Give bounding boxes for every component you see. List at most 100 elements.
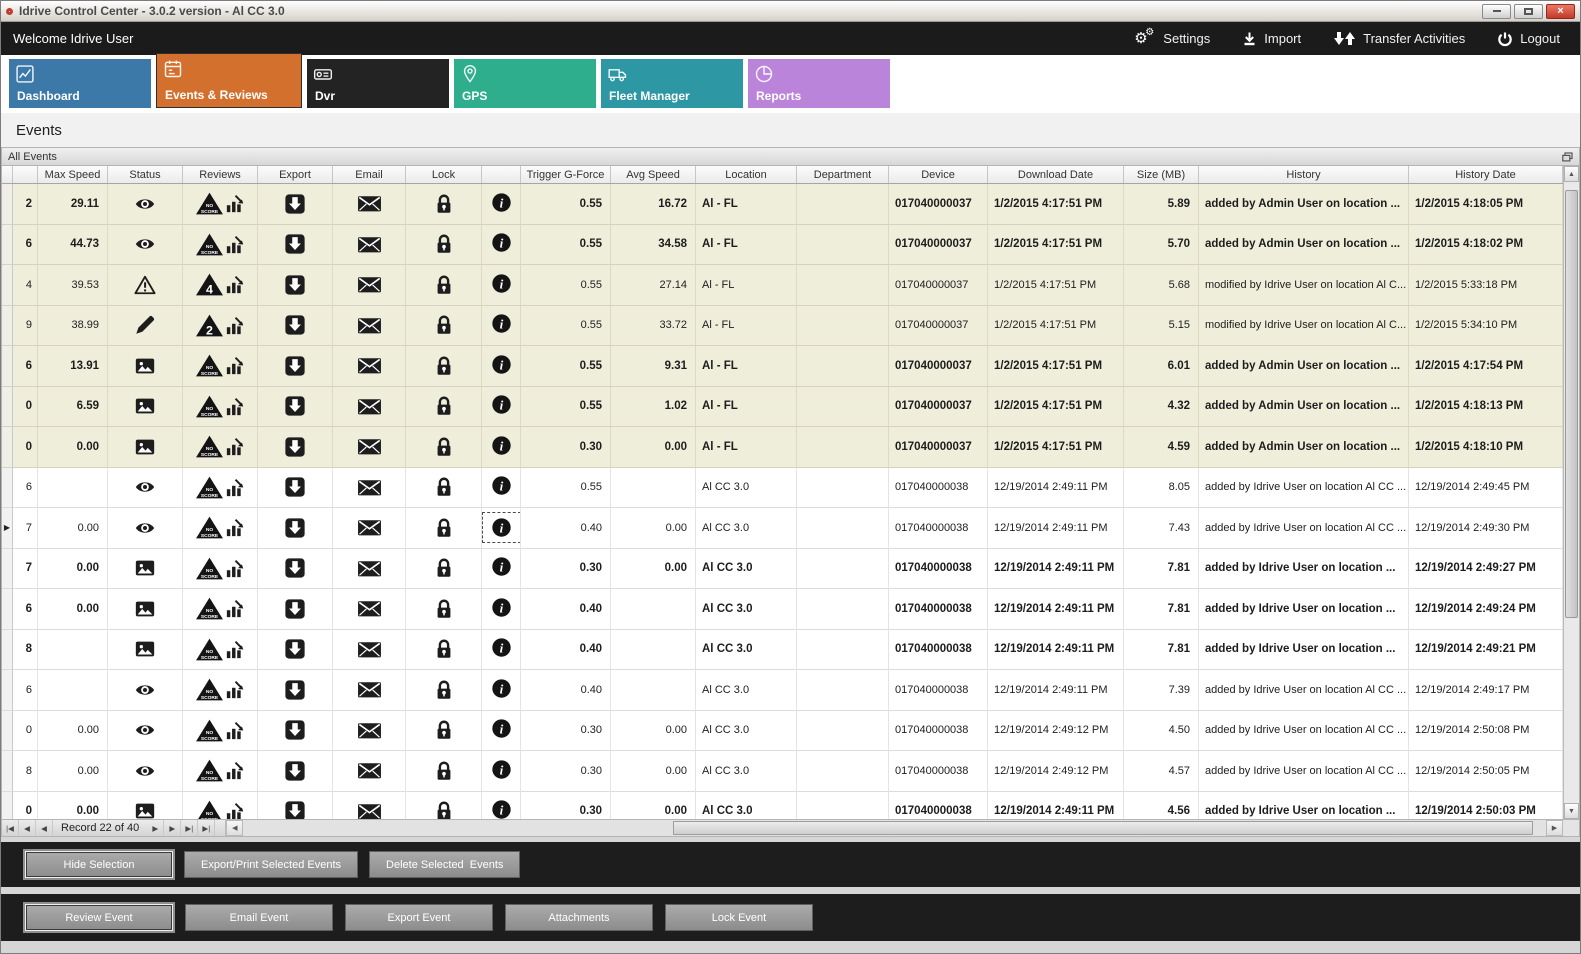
logout-button[interactable]: Logout bbox=[1497, 31, 1560, 47]
vertical-scroll-track[interactable] bbox=[1564, 182, 1579, 803]
column-header-email[interactable]: Email bbox=[333, 166, 406, 183]
vertical-scroll-thumb[interactable] bbox=[1565, 190, 1578, 618]
column-header-edge[interactable] bbox=[13, 166, 38, 183]
email-icon[interactable] bbox=[357, 394, 382, 419]
scroll-up-icon[interactable]: ▲ bbox=[1564, 166, 1579, 182]
email-icon[interactable] bbox=[357, 758, 382, 783]
nav-right-3-button[interactable]: ▶| bbox=[198, 820, 216, 836]
export-icon[interactable] bbox=[284, 274, 306, 296]
table-row[interactable]: 2 29.11 NO SCORE 0.55 16.72 Al - FL 01704000003… bbox=[2, 184, 1564, 225]
email-icon[interactable] bbox=[357, 556, 382, 581]
table-row[interactable]: 8 0.00 NO SCORE 0.30 0.00 Al CC 3.0 01704000003… bbox=[2, 751, 1564, 792]
info-icon[interactable] bbox=[491, 678, 512, 699]
export-event-button[interactable]: Export Event bbox=[345, 904, 493, 931]
lock-icon[interactable] bbox=[433, 557, 455, 579]
lock-icon[interactable] bbox=[433, 395, 455, 417]
email-icon[interactable] bbox=[357, 718, 382, 743]
info-icon[interactable] bbox=[491, 232, 512, 253]
review-event-button[interactable]: Review Event bbox=[25, 904, 173, 931]
column-header-department[interactable]: Department bbox=[797, 166, 889, 183]
info-icon[interactable] bbox=[491, 517, 512, 538]
tab-dashboard[interactable]: Dashboard bbox=[9, 59, 151, 108]
email-icon[interactable] bbox=[357, 637, 382, 662]
column-header-size[interactable]: Size (MB) bbox=[1124, 166, 1199, 183]
export-icon[interactable] bbox=[284, 233, 306, 255]
lock-icon[interactable] bbox=[433, 517, 455, 539]
tab-events-reviews[interactable]: Events & Reviews bbox=[156, 53, 302, 108]
info-icon[interactable] bbox=[491, 313, 512, 334]
export-icon[interactable] bbox=[284, 800, 306, 819]
email-icon[interactable] bbox=[357, 799, 382, 819]
table-row[interactable]: 8 NO SCORE 0.40 Al CC 3.0 017040000038 12/19/2… bbox=[2, 629, 1564, 670]
restore-panel-icon[interactable] bbox=[1562, 151, 1573, 162]
lock-icon[interactable] bbox=[433, 598, 455, 620]
tab-dvr[interactable]: Dvr bbox=[307, 59, 449, 108]
nav-right-2-button[interactable]: ▶| bbox=[181, 820, 199, 836]
table-row[interactable]: 7 0.00 NO SCORE 0.30 0.00 Al CC 3.0 01704000003… bbox=[2, 548, 1564, 589]
email-icon[interactable] bbox=[357, 515, 382, 540]
export-icon[interactable] bbox=[284, 557, 306, 579]
lock-icon[interactable] bbox=[433, 800, 455, 819]
table-row[interactable]: 0 6.59 NO SCORE 0.55 1.02 Al - FL 017040000037 1… bbox=[2, 386, 1564, 427]
table-row[interactable]: ▶ 7 0.00 NO SCORE 0.40 0.00 Al CC 3.0 0170400000… bbox=[2, 508, 1564, 549]
column-header-trigger[interactable]: Trigger G-Force bbox=[521, 166, 611, 183]
info-icon[interactable] bbox=[491, 597, 512, 618]
maximize-button[interactable] bbox=[1514, 3, 1543, 19]
export-icon[interactable] bbox=[284, 314, 306, 336]
email-icon[interactable] bbox=[357, 475, 382, 500]
export-icon[interactable] bbox=[284, 719, 306, 741]
info-icon[interactable] bbox=[491, 192, 512, 213]
info-icon[interactable] bbox=[491, 354, 512, 375]
lock-icon[interactable] bbox=[433, 476, 455, 498]
table-row[interactable]: 6 44.73 NO SCORE 0.55 34.58 Al - FL 01704000003… bbox=[2, 224, 1564, 265]
info-icon[interactable] bbox=[491, 273, 512, 294]
table-row[interactable]: 9 38.99 2 0.55 33.72 Al - FL 017040000037 1/2/2… bbox=[2, 305, 1564, 346]
delete-selected-events-button[interactable]: Delete Selected Events bbox=[369, 851, 521, 878]
lock-icon[interactable] bbox=[433, 193, 455, 215]
info-icon[interactable] bbox=[491, 556, 512, 577]
info-icon[interactable] bbox=[491, 394, 512, 415]
column-header-max_speed[interactable]: Max Speed bbox=[38, 166, 108, 183]
attachments-button[interactable]: Attachments bbox=[505, 904, 653, 931]
nav-right-0-button[interactable]: ▶ bbox=[147, 820, 165, 836]
email-icon[interactable] bbox=[357, 353, 382, 378]
lock-icon[interactable] bbox=[433, 314, 455, 336]
lock-icon[interactable] bbox=[433, 760, 455, 782]
export-icon[interactable] bbox=[284, 355, 306, 377]
lock-event-button[interactable]: Lock Event bbox=[665, 904, 813, 931]
column-header-info[interactable] bbox=[482, 166, 521, 183]
lock-icon[interactable] bbox=[433, 638, 455, 660]
column-header-history_date[interactable]: History Date bbox=[1409, 166, 1564, 183]
hide-selection-button[interactable]: Hide Selection bbox=[25, 851, 173, 878]
nav-right-1-button[interactable]: ▶ bbox=[164, 820, 182, 836]
table-row[interactable]: 6 NO SCORE 0.55 Al CC 3.0 017040000038 12/19/2… bbox=[2, 467, 1564, 508]
close-button[interactable]: × bbox=[1546, 3, 1575, 19]
vertical-scrollbar[interactable]: ▲ ▼ bbox=[1563, 166, 1579, 819]
info-icon[interactable] bbox=[491, 637, 512, 658]
info-icon[interactable] bbox=[491, 799, 512, 819]
email-icon[interactable] bbox=[357, 434, 382, 459]
table-row[interactable]: 6 NO SCORE 0.40 Al CC 3.0 017040000038 12/19/2… bbox=[2, 670, 1564, 711]
info-icon[interactable] bbox=[491, 718, 512, 739]
transfer-activities-button[interactable]: Transfer Activities bbox=[1333, 31, 1465, 46]
lock-icon[interactable] bbox=[433, 274, 455, 296]
export-icon[interactable] bbox=[284, 679, 306, 701]
email-icon[interactable] bbox=[357, 677, 382, 702]
email-event-button[interactable]: Email Event bbox=[185, 904, 333, 931]
column-header-download_date[interactable]: Download Date bbox=[988, 166, 1124, 183]
nav-left-2-button[interactable]: ◀ bbox=[36, 820, 53, 836]
column-header-status[interactable]: Status bbox=[108, 166, 183, 183]
email-icon[interactable] bbox=[357, 272, 382, 297]
column-header-review[interactable]: Reviews bbox=[183, 166, 258, 183]
info-icon[interactable] bbox=[491, 475, 512, 496]
info-icon[interactable] bbox=[491, 435, 512, 456]
tab-reports[interactable]: Reports bbox=[748, 59, 890, 108]
lock-icon[interactable] bbox=[433, 436, 455, 458]
nav-left-1-button[interactable]: ◀ bbox=[19, 820, 36, 836]
horizontal-scroll-track[interactable] bbox=[243, 820, 1546, 836]
export-icon[interactable] bbox=[284, 517, 306, 539]
import-button[interactable]: Import bbox=[1242, 31, 1301, 46]
nav-left-0-button[interactable]: |◀ bbox=[2, 820, 19, 836]
table-row[interactable]: 4 39.53 4 0.55 27.14 Al - FL 017040000037 1/2/2… bbox=[2, 265, 1564, 306]
